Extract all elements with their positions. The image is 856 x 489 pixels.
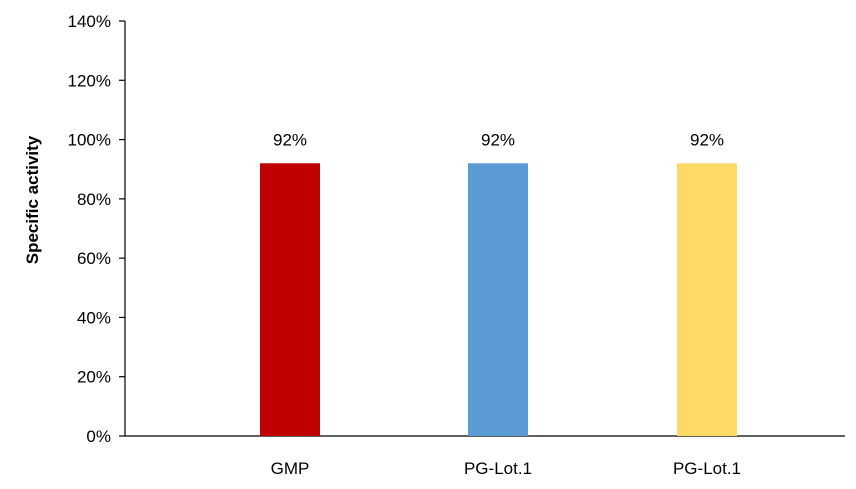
x-tick-label: GMP bbox=[271, 459, 310, 478]
y-tick-label: 20% bbox=[77, 368, 111, 387]
plot-area: 0% 20% 40% 60% 80% 100% 120% 140% 92% GMP 92% PG-Lo… bbox=[68, 12, 845, 478]
bar-data-label: 92% bbox=[481, 130, 515, 149]
bar bbox=[260, 163, 320, 437]
y-tick-label: 120% bbox=[68, 71, 111, 90]
y-tick-label: 0% bbox=[86, 427, 111, 446]
bar-data-label: 92% bbox=[690, 130, 724, 149]
y-tick-label: 140% bbox=[68, 12, 111, 31]
x-tick-label: PG-Lot.1 bbox=[464, 459, 532, 478]
y-tick-label: 60% bbox=[77, 249, 111, 268]
x-tick-label: PG-Lot.1 bbox=[673, 459, 741, 478]
y-tick-label: 40% bbox=[77, 308, 111, 327]
bar bbox=[677, 163, 737, 437]
y-tick-label: 80% bbox=[77, 190, 111, 209]
bar-data-label: 92% bbox=[273, 130, 307, 149]
y-axis-title: Specific activity bbox=[23, 135, 42, 264]
y-tick-label: 100% bbox=[68, 131, 111, 150]
bar bbox=[468, 163, 528, 437]
